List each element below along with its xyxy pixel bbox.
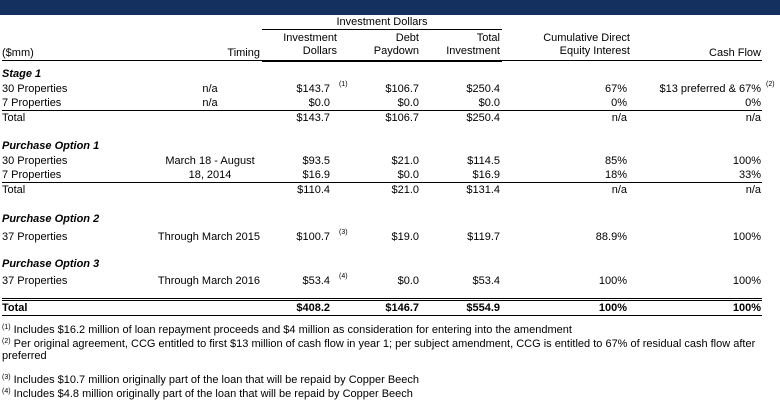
footnote-marker: (1) bbox=[339, 81, 348, 88]
section-title-purchase-option-2: Purchase Option 2 bbox=[2, 213, 100, 225]
col-header-cde-1: Cumulative Direct bbox=[543, 32, 630, 44]
footnote-marker: (3) bbox=[339, 229, 348, 236]
footnote-marker: (4) bbox=[339, 273, 348, 280]
cell-total: $16.9 bbox=[472, 169, 500, 181]
cell-cde: 88.9% bbox=[595, 231, 627, 243]
cell-total: $554.9 bbox=[466, 302, 500, 314]
row-label: 37 Properties bbox=[2, 231, 68, 243]
cell-total: $53.4 bbox=[472, 275, 500, 287]
cell-debt: $106.7 bbox=[385, 112, 419, 124]
grand-total-top-line bbox=[2, 298, 762, 299]
cell-investment: $110.4 bbox=[297, 184, 330, 196]
cell-cash-flow: 33% bbox=[738, 169, 761, 181]
col-header-investment-1: Investment bbox=[283, 32, 337, 44]
cell-debt: $0.0 bbox=[397, 97, 419, 109]
row-label: 30 Properties bbox=[2, 83, 68, 95]
footnote-4: (4) Includes $4.8 million originally par… bbox=[2, 388, 413, 400]
col-header-cde-2: Equity Interest bbox=[559, 45, 630, 57]
footnote-2: (2) Per original agreement, CCG entitled… bbox=[2, 338, 756, 362]
cell-investment: $0.0 bbox=[308, 97, 330, 109]
col-header-investment-2: Dollars bbox=[302, 45, 337, 57]
cell-cde: n/a bbox=[611, 112, 627, 124]
section-title-purchase-option-1: Purchase Option 1 bbox=[2, 140, 100, 152]
col-header-debt-1: Debt bbox=[395, 32, 419, 44]
cell-timing-continued: 18, 2014 bbox=[188, 169, 232, 181]
cell-investment: $93.5 bbox=[302, 155, 330, 167]
cell-debt: $21.0 bbox=[391, 155, 419, 167]
cell-cash-flow: 100% bbox=[732, 231, 761, 243]
section-title-purchase-option-3: Purchase Option 3 bbox=[2, 258, 100, 270]
cell-cde: 18% bbox=[604, 169, 627, 181]
col-header-timing: Timing bbox=[227, 47, 260, 59]
cell-cash-flow: $13 preferred & 67% bbox=[659, 83, 761, 95]
row-label: Total bbox=[2, 184, 26, 196]
cell-cash-flow: 100% bbox=[732, 275, 761, 287]
cell-investment: $143.7 bbox=[296, 112, 330, 124]
cell-cde: n/a bbox=[611, 184, 627, 196]
cell-investment: $16.9 bbox=[302, 169, 330, 181]
cell-cash-flow: 100% bbox=[732, 302, 761, 314]
group-header-underline bbox=[262, 29, 502, 30]
footnote-1: (1) Includes $16.2 million of loan repay… bbox=[2, 324, 572, 336]
grand-total-top-line-2 bbox=[2, 300, 762, 301]
cell-cde: 100% bbox=[598, 302, 627, 314]
cell-debt: $106.7 bbox=[385, 83, 419, 95]
row-label: Total bbox=[2, 302, 28, 314]
row-label: Total bbox=[2, 112, 26, 124]
header-divider-bold bbox=[262, 60, 502, 62]
cell-timing: Through March 2015 bbox=[157, 231, 260, 243]
cell-cash-flow: n/a bbox=[745, 112, 761, 124]
cell-cde: 85% bbox=[604, 155, 627, 167]
cell-cash-flow: 100% bbox=[732, 155, 761, 167]
cell-cde: 67% bbox=[604, 83, 627, 95]
cell-timing: March 18 - August bbox=[165, 155, 255, 167]
row-divider bbox=[2, 182, 762, 183]
cell-debt: $146.7 bbox=[385, 302, 419, 314]
cell-total: $131.4 bbox=[466, 184, 500, 196]
cell-debt: $21.0 bbox=[391, 184, 419, 196]
cell-cde: 100% bbox=[598, 275, 627, 287]
cell-investment: $408.2 bbox=[296, 302, 330, 314]
cell-investment: $53.4 bbox=[302, 275, 330, 287]
cell-timing: n/a bbox=[202, 83, 218, 95]
group-header-investment-dollars: Investment Dollars bbox=[336, 16, 428, 28]
row-divider bbox=[2, 110, 762, 111]
cell-total: $250.4 bbox=[466, 83, 500, 95]
cell-total: $119.7 bbox=[467, 231, 500, 243]
row-label: 30 Properties bbox=[2, 155, 68, 167]
cell-total: $0.0 bbox=[478, 97, 500, 109]
footnote-3: (3) Includes $10.7 million originally pa… bbox=[2, 374, 420, 386]
cell-timing: n/a bbox=[202, 97, 218, 109]
units-label: ($mm) bbox=[2, 47, 34, 59]
cell-total: $250.4 bbox=[466, 112, 500, 124]
col-header-debt-2: Paydown bbox=[373, 45, 419, 57]
cell-timing: Through March 2016 bbox=[157, 275, 260, 287]
grand-total-bottom-line bbox=[2, 315, 762, 316]
header-bar bbox=[0, 0, 780, 15]
cell-total: $114.5 bbox=[467, 155, 500, 167]
col-header-total-1: Total bbox=[476, 32, 500, 44]
footnote-marker: (2) bbox=[766, 81, 775, 88]
col-header-cash-flow: Cash Flow bbox=[709, 47, 761, 59]
cell-debt: $0.0 bbox=[397, 275, 419, 287]
cell-debt: $0.0 bbox=[397, 169, 419, 181]
cell-cash-flow: n/a bbox=[745, 184, 761, 196]
col-header-total-2: Investment bbox=[446, 45, 500, 57]
cell-cash-flow: 0% bbox=[745, 97, 761, 109]
cell-cde: 0% bbox=[611, 97, 627, 109]
cell-debt: $19.0 bbox=[391, 231, 419, 243]
row-label: 37 Properties bbox=[2, 275, 68, 287]
cell-investment: $143.7 bbox=[296, 83, 330, 95]
row-label: 7 Properties bbox=[2, 97, 62, 109]
section-title-stage-1: Stage 1 bbox=[2, 68, 42, 80]
row-label: 7 Properties bbox=[2, 169, 62, 181]
cell-investment: $100.7 bbox=[296, 231, 330, 243]
